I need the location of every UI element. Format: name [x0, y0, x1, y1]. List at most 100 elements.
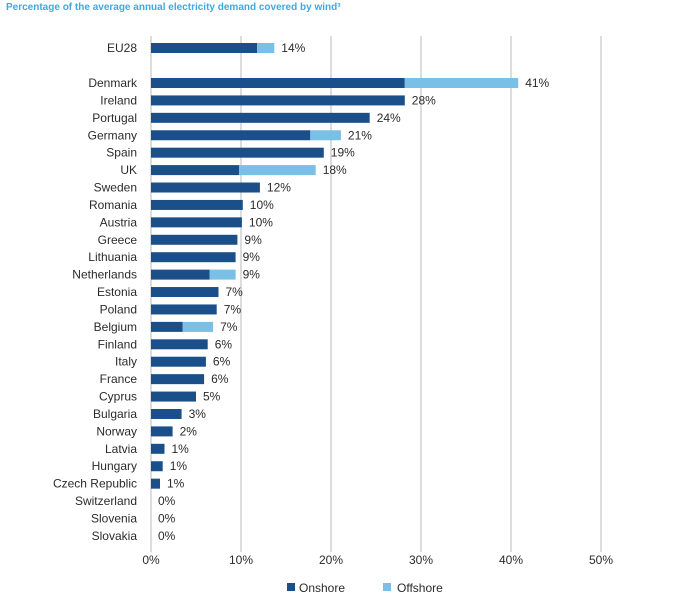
- bar-offshore: [239, 165, 316, 176]
- bar-onshore: [151, 304, 217, 315]
- value-label: 3%: [189, 407, 207, 421]
- category-label: Latvia: [105, 442, 137, 456]
- value-label: 9%: [243, 250, 261, 264]
- category-label: Ireland: [100, 93, 137, 107]
- bar-onshore: [151, 356, 206, 367]
- value-label: 10%: [249, 215, 273, 229]
- value-label: 6%: [215, 337, 233, 351]
- bar-onshore: [151, 217, 242, 228]
- value-label: 24%: [377, 111, 401, 125]
- bar-onshore: [151, 269, 210, 280]
- category-label: Czech Republic: [53, 477, 137, 491]
- x-tick-label: 50%: [589, 553, 613, 567]
- value-label: 7%: [226, 285, 244, 299]
- value-label: 1%: [170, 459, 188, 473]
- bar-onshore: [151, 408, 182, 419]
- value-label: 12%: [267, 181, 291, 195]
- bar-onshore: [151, 130, 311, 141]
- chart-title: Percentage of the average annual electri…: [6, 2, 341, 13]
- legend-swatch-onshore: [287, 583, 295, 591]
- value-label: 21%: [348, 128, 372, 142]
- category-label: Portugal: [92, 111, 137, 125]
- bar-offshore: [182, 321, 214, 332]
- bar-offshore: [257, 43, 275, 53]
- bar-onshore: [151, 339, 208, 350]
- bar-offshore: [310, 130, 341, 141]
- value-label: 18%: [323, 163, 347, 177]
- bar-onshore: [151, 391, 196, 402]
- bar-onshore: [151, 147, 324, 158]
- bar-onshore: [151, 443, 165, 454]
- bar-onshore: [151, 426, 173, 437]
- value-label: 0%: [158, 494, 176, 508]
- category-label: Slovenia: [91, 512, 137, 526]
- bar-onshore: [151, 43, 258, 53]
- labels: 0% 10% 20% 30% 40% 50% EU28 14% Denmark 41% Irelan…: [53, 41, 613, 567]
- bar-offshore: [404, 78, 519, 88]
- bars: [151, 43, 519, 489]
- bar-onshore: [151, 95, 405, 106]
- bar-onshore: [151, 374, 205, 385]
- value-label: 1%: [172, 442, 190, 456]
- value-label: 6%: [213, 355, 231, 369]
- bar-offshore: [209, 269, 236, 280]
- category-label: Estonia: [97, 285, 137, 299]
- x-tick-label: 20%: [319, 553, 343, 567]
- category-label: Norway: [96, 424, 137, 438]
- value-label: 28%: [412, 93, 436, 107]
- value-label: 19%: [331, 146, 355, 160]
- category-label: Netherlands: [72, 268, 137, 282]
- value-label: 7%: [220, 320, 238, 334]
- value-label: 9%: [243, 268, 261, 282]
- value-label: 14%: [281, 41, 305, 55]
- category-label: Poland: [100, 302, 137, 316]
- legend: Onshore Offshore: [287, 581, 443, 595]
- value-label: 2%: [180, 424, 198, 438]
- x-tick-label: 30%: [409, 553, 433, 567]
- x-tick-label: 10%: [229, 553, 253, 567]
- category-label: Italy: [115, 355, 137, 369]
- category-label: Germany: [88, 128, 137, 142]
- bar-onshore: [151, 165, 240, 176]
- value-label: 10%: [250, 198, 274, 212]
- category-label: Belgium: [94, 320, 137, 334]
- category-label: Cyprus: [99, 390, 137, 404]
- category-label: Slovakia: [92, 529, 138, 543]
- category-label: Spain: [106, 146, 137, 160]
- category-label: Romania: [89, 198, 137, 212]
- category-label: Austria: [100, 215, 138, 229]
- bar-onshore: [151, 112, 370, 123]
- bar-onshore: [151, 478, 160, 489]
- category-label: Sweden: [94, 181, 137, 195]
- bar-onshore: [151, 287, 219, 298]
- bar-onshore: [151, 321, 183, 332]
- category-label: Hungary: [92, 459, 137, 473]
- value-label: 1%: [167, 477, 185, 491]
- category-label: UK: [120, 163, 137, 177]
- category-label: Greece: [98, 233, 138, 247]
- category-label: Lithuania: [88, 250, 137, 264]
- value-label: 5%: [203, 390, 221, 404]
- category-label: Denmark: [88, 76, 138, 90]
- legend-label-offshore: Offshore: [397, 581, 443, 595]
- value-label: 6%: [211, 372, 229, 386]
- category-label: EU28: [107, 41, 137, 55]
- category-label: Finland: [98, 337, 137, 351]
- category-label: France: [100, 372, 138, 386]
- x-tick-label: 0%: [142, 553, 160, 567]
- value-label: 41%: [525, 76, 549, 90]
- bar-onshore: [151, 182, 260, 193]
- bar-onshore: [151, 199, 243, 210]
- legend-label-onshore: Onshore: [299, 581, 345, 595]
- category-label: Switzerland: [75, 494, 137, 508]
- value-label: 9%: [244, 233, 262, 247]
- value-label: 0%: [158, 529, 176, 543]
- bar-onshore: [151, 78, 405, 88]
- category-label: Bulgaria: [93, 407, 137, 421]
- bar-onshore: [151, 252, 236, 263]
- legend-swatch-offshore: [383, 583, 391, 591]
- value-label: 7%: [224, 302, 242, 316]
- bar-onshore: [151, 234, 238, 245]
- value-label: 0%: [158, 512, 176, 526]
